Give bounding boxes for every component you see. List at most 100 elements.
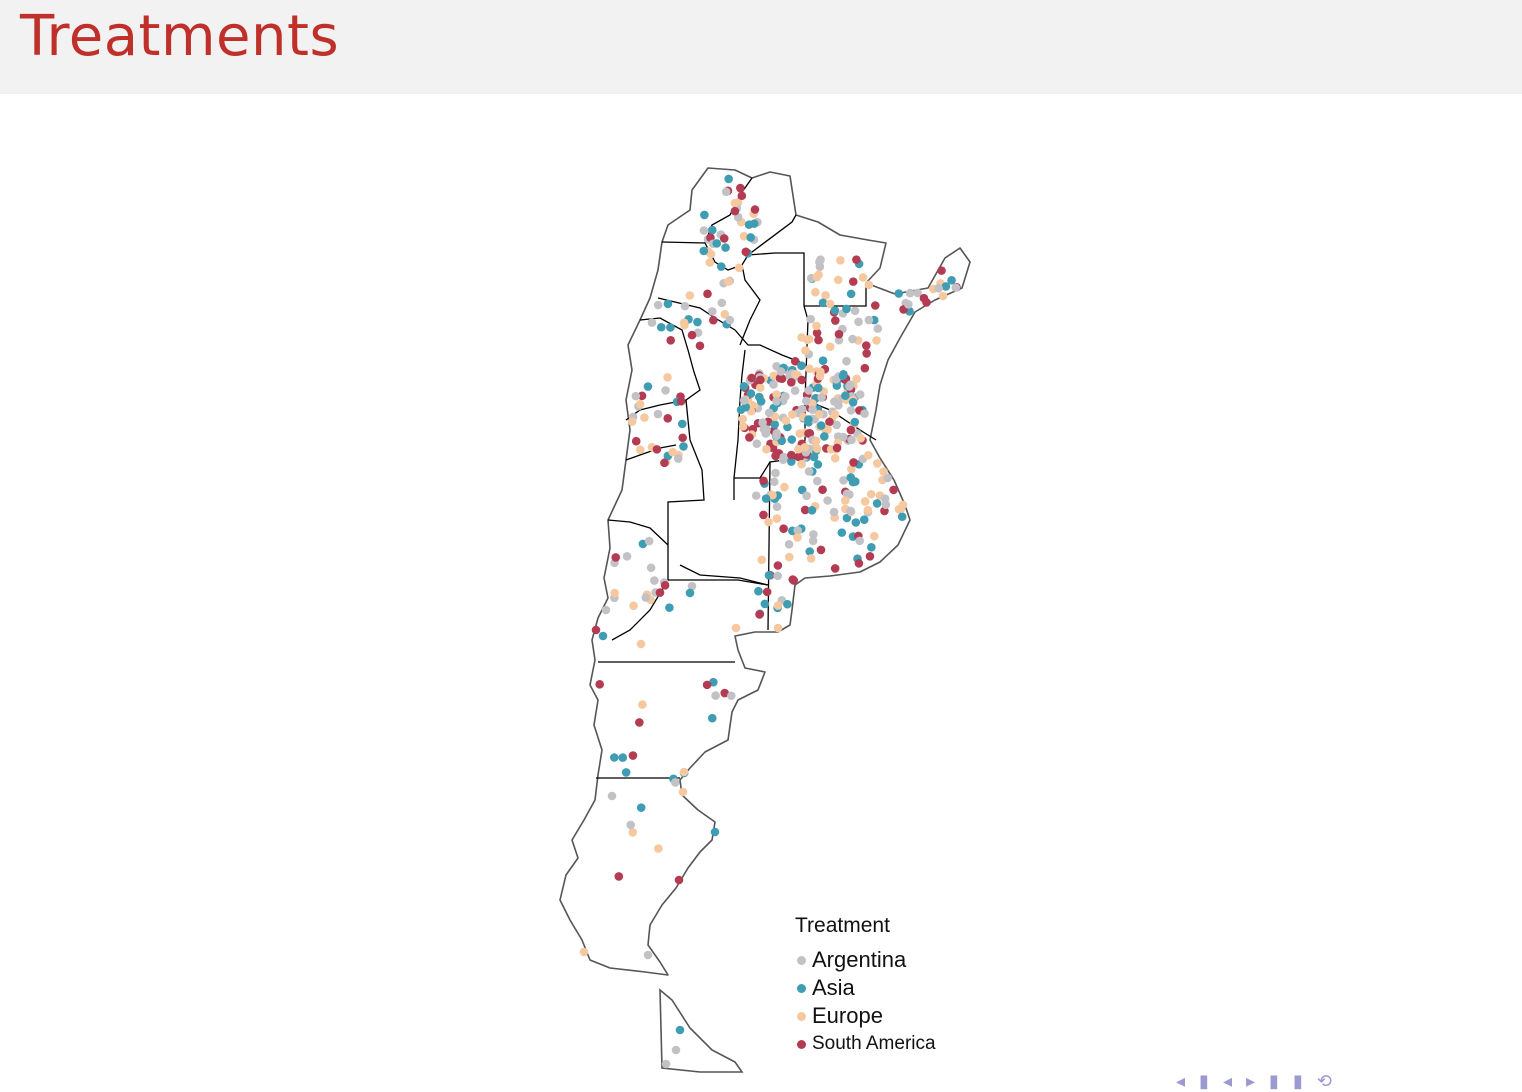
treatment-point <box>644 536 654 546</box>
treatment-point <box>905 288 915 298</box>
treatment-point <box>840 496 850 505</box>
treatment-point <box>739 396 749 405</box>
treatment-point <box>830 410 840 419</box>
treatment-point <box>663 414 673 423</box>
treatment-point <box>731 623 741 633</box>
treatment-point <box>702 680 712 690</box>
treatment-point <box>781 392 790 401</box>
treatment-point <box>816 421 826 430</box>
treatment-point <box>629 601 638 611</box>
treatment-point <box>710 827 720 837</box>
treatment-point <box>656 322 666 332</box>
treatment-point <box>754 392 764 402</box>
treatment-point <box>800 442 810 452</box>
treatment-point <box>833 275 843 285</box>
treatment-point <box>834 335 844 345</box>
treatment-point <box>889 485 898 495</box>
treatment-point <box>872 336 881 345</box>
treatment-point <box>812 328 822 338</box>
treatment-point <box>762 587 772 597</box>
treatment-point <box>854 317 863 327</box>
treatment-point <box>699 246 709 256</box>
treatment-point <box>797 361 806 371</box>
nav-last-icon[interactable]: ▮ <box>1292 1071 1303 1092</box>
treatment-point <box>825 417 834 427</box>
treatment-point <box>773 571 782 581</box>
treatment-point <box>695 341 705 351</box>
treatment-point <box>759 510 768 520</box>
treatment-point <box>631 436 641 446</box>
treatment-point <box>801 346 810 355</box>
treatment-point <box>832 443 842 453</box>
treatment-point <box>707 713 717 723</box>
treatment-point <box>708 307 717 316</box>
treatment-point <box>628 751 638 760</box>
treatment-point <box>737 191 747 201</box>
nav-next-frame-icon[interactable]: ▸ <box>1246 1071 1256 1092</box>
treatment-point <box>865 551 875 561</box>
treatment-point <box>804 415 813 424</box>
treatment-point <box>614 872 624 881</box>
treatment-point <box>814 335 823 345</box>
treatment-point <box>834 329 844 339</box>
treatment-point <box>837 528 847 537</box>
legend-item-europe: Europe <box>790 1002 936 1030</box>
treatment-point <box>609 753 619 762</box>
treatment-point <box>830 397 839 406</box>
treatment-point <box>626 820 636 830</box>
treatment-point <box>805 428 815 438</box>
treatment-point <box>621 768 631 777</box>
treatment-point <box>674 875 684 885</box>
treatment-point <box>800 505 810 515</box>
treatment-point <box>598 631 608 641</box>
nav-next-section-icon[interactable]: ▮ <box>1269 1071 1279 1092</box>
treatment-point <box>700 210 709 220</box>
treatment-point <box>846 289 856 299</box>
treatment-point <box>720 310 730 319</box>
treatment-point <box>758 418 767 427</box>
treatment-point <box>864 280 874 290</box>
treatment-point <box>781 416 791 425</box>
treatment-point <box>660 458 669 468</box>
treatment-point <box>646 563 656 573</box>
treatment-point <box>757 555 767 565</box>
treatment-point <box>736 183 745 193</box>
treatment-point <box>855 390 865 399</box>
treatment-point <box>873 324 883 333</box>
treatment-point <box>797 404 807 414</box>
treatment-point <box>756 375 765 385</box>
treatment-point <box>641 593 651 602</box>
treatment-point <box>860 363 870 373</box>
treatment-point <box>772 390 781 399</box>
treatment-point <box>818 298 828 308</box>
treatment-point <box>730 198 740 208</box>
nav-prev-frame-icon[interactable]: ◂ <box>1222 1071 1232 1092</box>
treatment-point <box>787 457 796 466</box>
nav-search-icon[interactable]: ⟲ <box>1316 1071 1332 1092</box>
treatment-point <box>779 524 788 534</box>
treatment-point <box>838 432 848 442</box>
nav-first-icon[interactable]: ◂ <box>1176 1071 1186 1092</box>
treatment-point <box>864 315 874 325</box>
treatment-point <box>872 459 882 468</box>
treatment-point <box>636 639 646 649</box>
treatment-point <box>898 500 908 510</box>
treatment-point <box>761 494 771 503</box>
treatment-point <box>841 391 850 401</box>
treatment-point <box>640 413 649 422</box>
treatment-point <box>772 397 781 406</box>
treatment-point <box>852 255 861 264</box>
treatment-point <box>839 476 848 485</box>
treatment-point <box>768 490 777 500</box>
treatment-point <box>860 409 869 418</box>
treatment-point <box>663 373 672 382</box>
treatment-point <box>845 382 854 391</box>
treatment-point <box>881 500 891 510</box>
treatment-point <box>579 947 589 957</box>
nav-prev-section-icon[interactable]: ▮ <box>1199 1071 1209 1092</box>
treatment-point <box>721 243 730 252</box>
legend-dot-europe <box>797 1011 806 1021</box>
treatment-point <box>685 588 695 598</box>
treatment-point <box>812 476 822 486</box>
treatment-point <box>815 371 825 381</box>
